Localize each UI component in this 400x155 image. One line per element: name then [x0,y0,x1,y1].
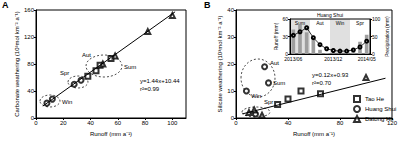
svg-text:Carbonate weathering (10³mol k: Carbonate weathering (10³mol km⁻² a⁻¹) [14,11,20,117]
svg-text:100: 100 [372,16,381,22]
svg-text:120: 120 [24,34,35,40]
svg-text:Runoff (mm): Runoff (mm) [273,22,279,50]
svg-text:Spr: Spr [356,20,364,26]
svg-text:r²=0.99: r²=0.99 [140,86,160,92]
svg-text:B: B [204,0,211,10]
svg-text:40: 40 [27,88,34,94]
svg-text:Precipitation (mm): Precipitation (mm) [384,16,390,57]
svg-text:60: 60 [282,16,288,22]
svg-text:Aut: Aut [82,52,91,58]
svg-text:30: 30 [227,34,234,40]
svg-text:40: 40 [285,120,292,126]
svg-text:Aut: Aut [270,60,279,66]
svg-text:10: 10 [227,88,234,94]
svg-text:Runoff (mm a⁻¹): Runoff (mm a⁻¹) [90,131,132,137]
svg-text:Win: Win [251,93,262,99]
svg-text:20: 20 [227,61,234,67]
svg-text:Win: Win [62,99,72,105]
svg-text:40: 40 [87,120,94,126]
svg-text:Sum: Sum [294,19,306,26]
svg-text:Huang Shui: Huang Shui [365,106,396,112]
svg-text:0: 0 [30,115,34,121]
svg-text:Runoff (mm a⁻¹): Runoff (mm a⁻¹) [293,131,335,137]
svg-text:Tao He: Tao He [365,96,385,102]
svg-text:Silicate weathering (10³mol km: Silicate weathering (10³mol km⁻² a⁻¹) [217,15,223,112]
svg-text:80: 80 [337,120,344,126]
svg-text:2013/06: 2013/06 [284,56,302,62]
svg-text:0: 0 [34,120,38,126]
svg-text:60: 60 [114,120,121,126]
svg-text:120: 120 [387,120,397,126]
svg-text:80: 80 [142,120,149,126]
svg-text:50: 50 [372,34,378,40]
svg-text:0: 0 [285,51,288,57]
svg-text:Aut: Aut [316,20,324,26]
svg-text:0: 0 [230,115,234,121]
svg-text:80: 80 [27,61,34,67]
svg-text:2014/05: 2014/05 [358,56,376,62]
svg-text:Win: Win [336,20,345,26]
svg-text:40: 40 [227,7,234,13]
svg-text:20: 20 [60,120,67,126]
svg-text:100: 100 [167,120,178,126]
svg-text:Huang Shui: Huang Shui [317,12,343,18]
svg-text:r²=0.70: r²=0.70 [312,80,332,86]
svg-text:y=0.12x+0.93: y=0.12x+0.93 [312,72,349,78]
svg-text:Sum: Sum [273,80,285,86]
svg-text:Spr: Spr [264,99,273,105]
svg-text:2013/12: 2013/12 [324,56,342,62]
svg-text:Sum: Sum [124,64,136,70]
svg-text:Datong He: Datong He [365,116,394,122]
svg-text:30: 30 [282,34,288,40]
svg-text:A: A [2,0,9,10]
svg-text:0: 0 [372,51,375,57]
svg-text:Spr: Spr [60,70,69,76]
svg-text:y=1.44x+10.44: y=1.44x+10.44 [140,78,180,84]
svg-text:0: 0 [234,120,238,126]
svg-text:160: 160 [24,7,35,13]
